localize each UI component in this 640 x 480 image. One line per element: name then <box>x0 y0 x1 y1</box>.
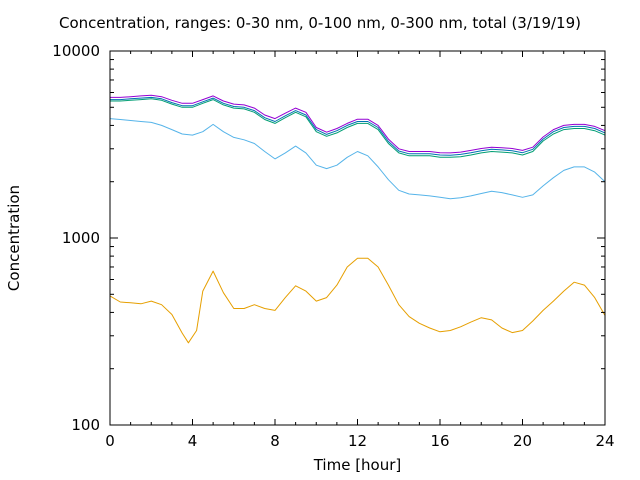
x-tick-label-5: 20 <box>513 432 532 450</box>
y-tick-label-1: 1000 <box>62 229 100 247</box>
series-layer <box>109 94 606 344</box>
series-line-1 <box>109 257 606 344</box>
series-line-5 <box>110 94 606 154</box>
axis-layer: 0 4 8 12 16 20 24 100 1000 10000 <box>52 42 614 450</box>
x-tick-label-0: 0 <box>105 432 115 450</box>
series-line-2 <box>109 118 606 200</box>
y-tick-label-0: 100 <box>71 416 100 434</box>
x-tick-label-6: 24 <box>595 432 614 450</box>
x-axis-label: Time [hour] <box>313 456 402 474</box>
series-line-3 <box>110 98 606 158</box>
x-tick-label-4: 16 <box>430 432 449 450</box>
chart-title: Concentration, ranges: 0-30 nm, 0-100 nm… <box>59 14 581 32</box>
x-tick-label-1: 4 <box>188 432 198 450</box>
x-tick-label-2: 8 <box>270 432 280 450</box>
y-tick-label-2: 10000 <box>52 42 100 60</box>
series-line-4 <box>110 96 606 156</box>
x-tick-label-3: 12 <box>348 432 367 450</box>
